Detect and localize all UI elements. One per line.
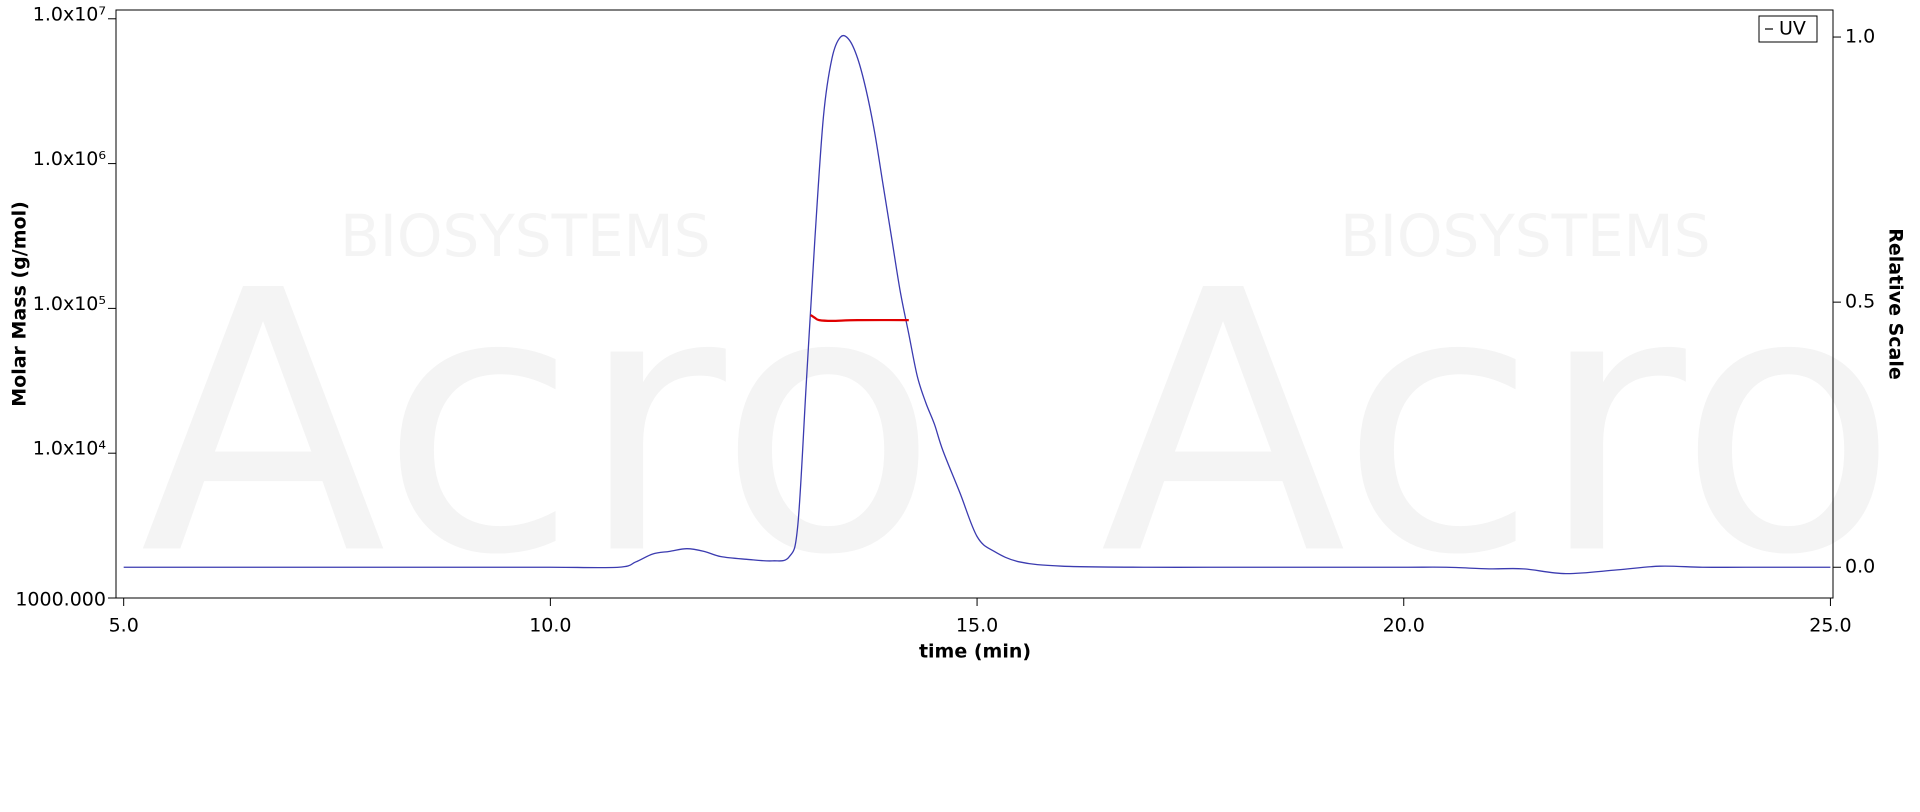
y2-tick-label: 1.0 bbox=[1845, 26, 1875, 48]
watermark: Acro bbox=[1100, 214, 1898, 633]
x-tick-label: 10.0 bbox=[529, 615, 571, 637]
legend-label: UV bbox=[1779, 18, 1806, 40]
watermark: BIOSYSTEMS bbox=[1340, 202, 1711, 270]
x-axis-title: time (min) bbox=[919, 641, 1031, 663]
y-tick-label: 1000.000 bbox=[15, 589, 106, 611]
y-tick-label: 1.0x10⁵ bbox=[33, 293, 106, 315]
y2-tick-label: 0.0 bbox=[1845, 556, 1875, 578]
plot-frame bbox=[115, 9, 1834, 599]
y2-axis-title: Relative Scale bbox=[1885, 228, 1907, 380]
x-tick-label: 25.0 bbox=[1809, 615, 1851, 637]
data-line bbox=[123, 34, 1831, 575]
y-tick-label: 1.0x10⁴ bbox=[33, 438, 107, 460]
data-line bbox=[810, 314, 909, 322]
watermark: Acro bbox=[140, 214, 938, 633]
y-axis-title: Molar Mass (g/mol) bbox=[9, 201, 31, 407]
y-tick-label: 1.0x10⁷ bbox=[33, 3, 106, 25]
watermark: BIOSYSTEMS bbox=[340, 202, 711, 270]
y2-tick-label: 0.5 bbox=[1845, 291, 1875, 313]
x-tick-label: 15.0 bbox=[956, 615, 998, 637]
x-tick-label: 20.0 bbox=[1383, 615, 1425, 637]
x-tick-label: 5.0 bbox=[109, 615, 139, 637]
y-tick-label: 1.0x10⁶ bbox=[33, 148, 106, 170]
